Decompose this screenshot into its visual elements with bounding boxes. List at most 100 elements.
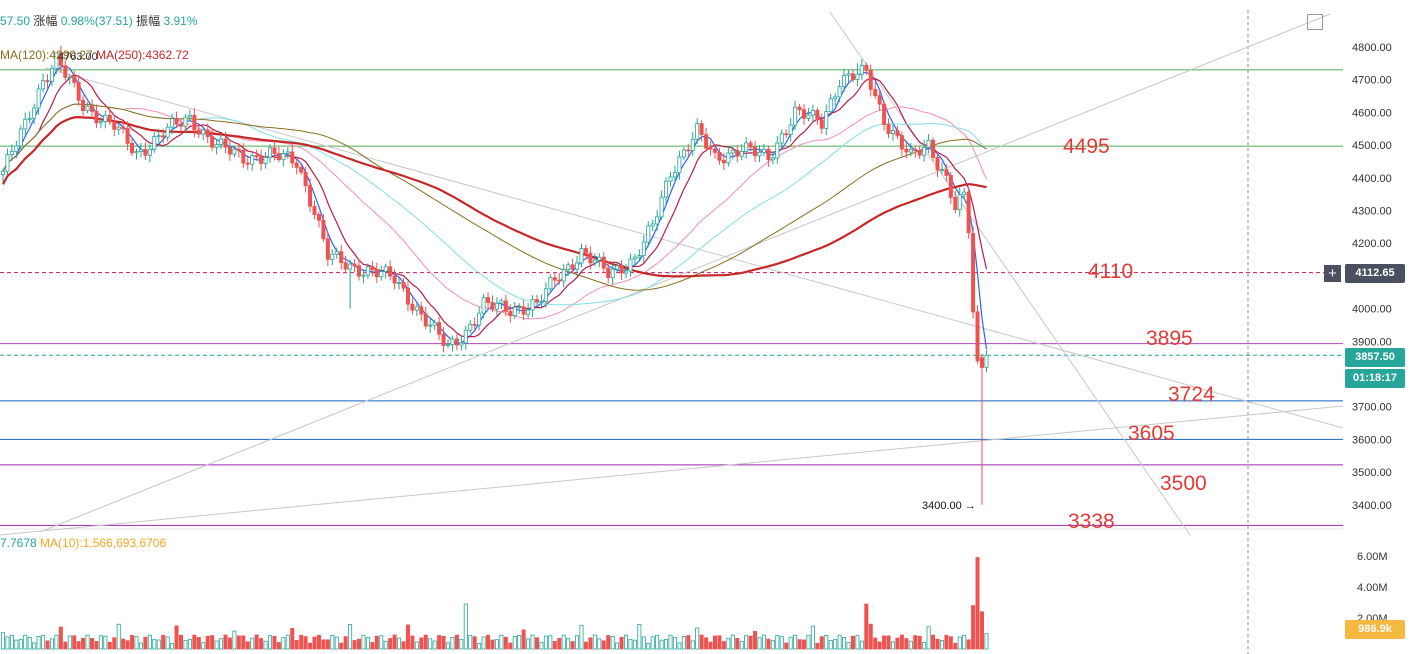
candle-body <box>370 266 375 271</box>
candle-body <box>539 301 544 303</box>
volume-bar <box>459 638 464 650</box>
level-label-4110: 4110 <box>1088 260 1133 283</box>
candle-body <box>365 266 370 276</box>
volume-bar <box>85 634 90 650</box>
volume-bar <box>797 639 802 650</box>
volume-bar <box>419 637 424 650</box>
candle-body <box>494 302 499 310</box>
candle-body <box>379 271 384 278</box>
candle-body <box>922 146 927 156</box>
candle-body <box>802 109 807 119</box>
candle-body <box>521 306 526 315</box>
candle-body <box>178 123 183 127</box>
candle-body <box>575 262 580 270</box>
candle-body <box>441 333 446 346</box>
candle-body <box>917 150 922 156</box>
volume-bar <box>672 636 677 650</box>
volume-bar <box>143 636 148 650</box>
candle-body <box>953 197 958 211</box>
candle-body <box>895 130 900 136</box>
candle-body <box>459 342 464 346</box>
candle-body <box>615 265 620 270</box>
candle-body <box>5 154 10 172</box>
candle-body <box>726 152 731 164</box>
candle-body <box>499 300 504 304</box>
volume-bar <box>659 639 664 650</box>
candle-body <box>112 121 117 130</box>
price-tick-label: 3400.00 <box>1352 500 1392 512</box>
volume-bar <box>494 639 499 650</box>
candle-body <box>196 129 201 135</box>
level-label-3724: 3724 <box>1168 383 1215 406</box>
candle-body <box>174 118 179 125</box>
candle-body <box>606 267 611 279</box>
volume-bar <box>348 624 353 650</box>
volume-bar <box>766 638 771 650</box>
volume-bar <box>423 634 428 650</box>
price-tick-label: 4000.00 <box>1352 304 1392 316</box>
candle-body <box>873 89 878 97</box>
volume-bar <box>227 637 232 650</box>
volume-bar <box>668 634 673 650</box>
candle-body <box>23 118 28 130</box>
volume-bar <box>655 634 660 650</box>
volume-bar <box>339 642 344 650</box>
volume-bars <box>0 557 989 650</box>
volume-bar <box>641 636 646 650</box>
volume-bar <box>437 635 442 650</box>
candle-body <box>45 80 50 83</box>
volume-bar <box>953 642 958 650</box>
amp-value: 3.91% <box>163 14 198 28</box>
volume-bar <box>891 641 896 650</box>
header-price: 57.50 <box>0 14 31 28</box>
candle-body <box>210 136 215 148</box>
low-price-label: 3400.00 → <box>922 500 976 512</box>
fullscreen-icon[interactable] <box>1307 14 1323 30</box>
volume-bar <box>837 634 842 650</box>
candle-body <box>272 147 277 154</box>
candle-body <box>419 306 424 315</box>
candle-body <box>588 252 593 264</box>
candle-body <box>619 265 624 274</box>
level-label-4495: 4495 <box>1063 135 1110 158</box>
candle-body <box>325 238 330 260</box>
volume-bar <box>962 634 967 650</box>
volume-bar <box>352 640 357 650</box>
volume-bar <box>241 635 246 650</box>
candle-body <box>659 196 664 218</box>
candle-body <box>388 266 393 277</box>
candle-body <box>236 148 241 151</box>
candle-body <box>423 313 428 327</box>
volume-bar <box>361 634 366 650</box>
candle-body <box>646 225 651 243</box>
candle-body <box>668 176 673 182</box>
candle-body <box>356 265 361 277</box>
candle-body <box>245 162 250 165</box>
crosshair-price-badge: 4112.65 <box>1345 264 1405 283</box>
volume-legend: 7.7678 MA(10):1,566,693.6706 <box>0 536 166 550</box>
volume-bar <box>312 636 317 650</box>
ma250-label: MA(250):4362.72 <box>96 48 189 62</box>
candle-body <box>779 133 784 144</box>
volume-bar <box>886 635 891 650</box>
volume-bar <box>116 623 121 650</box>
crosshair-plus-icon[interactable]: + <box>1324 265 1341 282</box>
volume-bar <box>552 641 557 650</box>
candle-body <box>267 147 272 158</box>
volume-bar <box>877 641 882 650</box>
candle-body <box>107 114 112 123</box>
volume-bar <box>272 635 277 650</box>
price-tick-label: 4500.00 <box>1352 140 1392 152</box>
candle-body <box>908 149 913 153</box>
candle-body <box>641 241 646 257</box>
candle-body <box>254 155 259 158</box>
candle-body <box>748 142 753 148</box>
volume-bar <box>508 642 513 650</box>
candle-body <box>192 114 197 131</box>
candle-body <box>36 88 41 109</box>
candle-body <box>312 205 317 215</box>
candle-body <box>18 128 23 147</box>
volume-bar <box>624 634 629 650</box>
